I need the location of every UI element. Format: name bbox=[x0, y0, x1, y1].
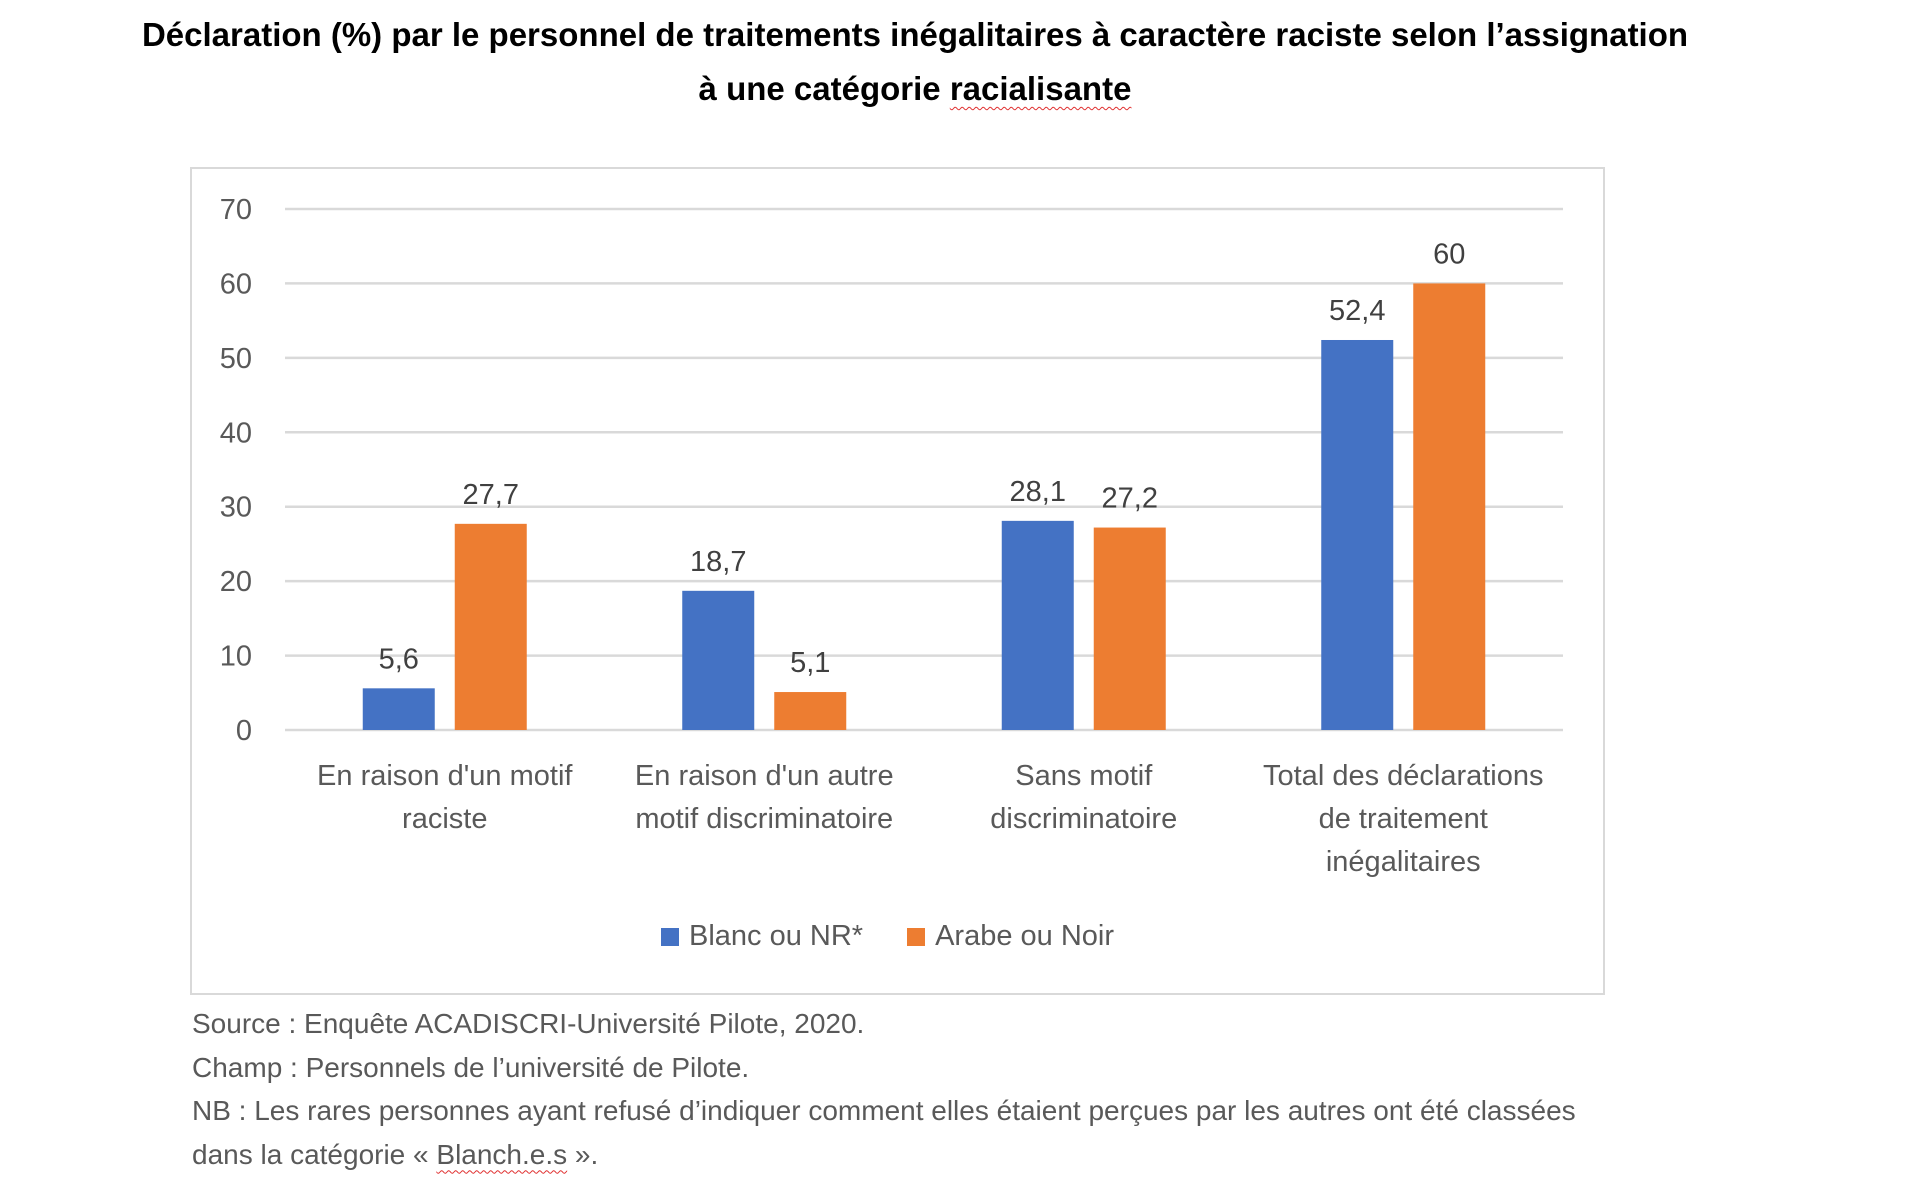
y-tick-label: 10 bbox=[220, 641, 252, 673]
data-label: 27,7 bbox=[463, 479, 519, 511]
bar bbox=[1001, 520, 1074, 730]
y-tick-label: 60 bbox=[220, 268, 252, 300]
footer-text: ». bbox=[567, 1138, 599, 1170]
legend-item-arabe-noir: Arabe ou Noir bbox=[907, 920, 1114, 953]
x-category-label-line: En raison d'un motif bbox=[317, 760, 573, 792]
x-category-label: En raison d'un motif raciste bbox=[290, 755, 600, 841]
legend-swatch-orange bbox=[907, 927, 926, 946]
bar bbox=[362, 688, 435, 730]
data-label: 5,6 bbox=[379, 643, 419, 675]
chart-title: Déclaration (%) par le personnel de trai… bbox=[0, 8, 1830, 116]
legend-label: Blanc ou NR* bbox=[689, 920, 864, 952]
data-label: 28,1 bbox=[1010, 476, 1066, 508]
y-tick-label: 30 bbox=[220, 492, 252, 524]
x-category-label-line: motif discriminatoire bbox=[635, 803, 894, 835]
chart-frame bbox=[190, 167, 1605, 995]
x-category-label-line: Total des déclarations bbox=[1263, 760, 1544, 792]
legend-item-blanc: Blanc ou NR* bbox=[661, 920, 863, 953]
x-category-label-line: Sans motif bbox=[1015, 760, 1153, 792]
bar bbox=[774, 692, 847, 730]
title-text: à une catégorie bbox=[698, 70, 950, 107]
x-category-label: Sans motif discriminatoire bbox=[929, 755, 1239, 841]
x-category-label-line: discriminatoire bbox=[990, 803, 1178, 835]
x-category-label-line: inégalitaires bbox=[1325, 846, 1481, 878]
x-category-label-line: de traitement bbox=[1318, 803, 1488, 835]
bar bbox=[1093, 527, 1166, 730]
footer-nb-cont: dans la catégorie « Blanch.e.s ». bbox=[192, 1133, 1576, 1177]
data-label: 5,1 bbox=[790, 647, 830, 679]
y-tick-label: 0 bbox=[236, 715, 252, 747]
legend: Blanc ou NR* Arabe ou Noir bbox=[661, 920, 1158, 953]
y-tick-label: 50 bbox=[220, 343, 252, 375]
x-category-label: En raison d'un autre motif discriminatoir… bbox=[609, 755, 919, 841]
legend-swatch-blue bbox=[661, 927, 679, 946]
data-label: 18,7 bbox=[690, 546, 746, 578]
bar bbox=[1321, 339, 1394, 730]
x-category-label-line: En raison d'un autre bbox=[634, 760, 894, 792]
data-label: 52,4 bbox=[1329, 295, 1385, 327]
footer-notes: Source : Enquête ACADISCRI-Université Pi… bbox=[192, 1002, 1576, 1176]
data-label: 27,2 bbox=[1102, 483, 1158, 515]
footer-champ: Champ : Personnels de l’université de Pi… bbox=[192, 1051, 750, 1083]
footer-nb: NB : Les rares personnes ayant refusé d’… bbox=[192, 1095, 1576, 1126]
footer-source: Source : Enquête ACADISCRI-Université Pi… bbox=[192, 1008, 865, 1039]
footer-misspelled-word: Blanch.e.s bbox=[436, 1138, 568, 1170]
y-tick-label: 40 bbox=[220, 417, 252, 449]
data-label: 60 bbox=[1433, 238, 1465, 270]
x-category-label: Total des déclarations de traitement inéga… bbox=[1248, 755, 1558, 884]
bar bbox=[1413, 283, 1486, 730]
legend-label: Arabe ou Noir bbox=[935, 920, 1115, 952]
x-category-label-line: raciste bbox=[402, 803, 488, 835]
y-tick-label: 20 bbox=[220, 566, 252, 598]
bar bbox=[682, 590, 755, 730]
footer-text: dans la catégorie « bbox=[192, 1138, 437, 1170]
title-line-2: à une catégorie racialisante bbox=[699, 70, 1132, 107]
bar bbox=[454, 523, 527, 730]
title-line-1: Déclaration (%) par le personnel de trai… bbox=[141, 16, 1689, 53]
title-misspelled-word: racialisante bbox=[949, 70, 1132, 107]
y-tick-label: 70 bbox=[220, 194, 252, 226]
